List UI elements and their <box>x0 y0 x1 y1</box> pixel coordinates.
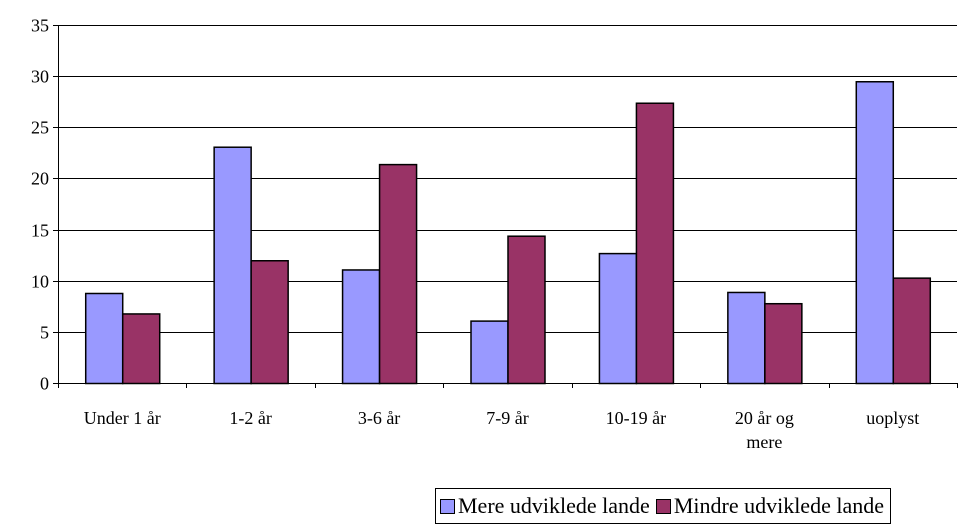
x-tick-label-1: 1-2 år <box>229 408 271 428</box>
x-tick-labels: Under 1 år 1-2 år 3-6 år 7-9 år 10-19 år 20 å… <box>84 408 920 452</box>
x-tick-label-0: Under 1 år <box>84 408 161 428</box>
legend-item-series-1: Mindre udviklede lande <box>655 493 884 519</box>
x-tick-label-3: 7-9 år <box>486 408 528 428</box>
x-tick-label-line: 3-6 år <box>358 408 400 428</box>
bar-series-0-6 <box>855 81 895 385</box>
bar-series-1-2 <box>378 163 418 385</box>
x-tick-label-2: 3-6 år <box>358 408 400 428</box>
gridlines <box>58 25 957 333</box>
y-tick-label: 15 <box>31 221 49 241</box>
bar-series-1-6 <box>892 277 932 385</box>
y-tick-label: 10 <box>31 272 49 292</box>
x-tick-label-line: 10-19 år <box>606 408 666 428</box>
x-tick-label-5: 20 år og mere <box>735 408 794 452</box>
y-tick-label: 5 <box>40 323 49 343</box>
bar-series-1-3 <box>507 235 546 385</box>
y-tick-label: 30 <box>31 67 49 87</box>
bar-series-0-2 <box>341 269 381 385</box>
bar-series-1-4 <box>635 102 675 385</box>
x-tick-label-line: 7-9 år <box>486 408 528 428</box>
x-tick-label-line: 1-2 år <box>229 408 271 428</box>
bar-series-1-5 <box>764 302 803 385</box>
y-tick-label: 35 <box>31 16 49 36</box>
legend-item-series-0: Mere udviklede lande <box>440 493 650 519</box>
bar-series-0-1 <box>213 146 252 385</box>
legend-swatch-series-1 <box>655 498 671 514</box>
x-tick-label-line: mere <box>746 432 782 452</box>
x-tick-label-line: uoplyst <box>866 408 919 428</box>
bar-series-0-0 <box>84 292 124 385</box>
bars <box>84 81 932 385</box>
legend-swatch-series-0 <box>440 498 455 514</box>
axes <box>53 25 958 388</box>
x-tick-label-line: 20 år og <box>735 408 794 428</box>
bar-series-0-4 <box>598 252 638 385</box>
legend-label-series-1: Mindre udviklede lande <box>673 493 884 518</box>
y-tick-label: 0 <box>40 374 49 394</box>
x-tick-label-6: uoplyst <box>866 408 919 428</box>
legend-label-series-0: Mere udviklede lande <box>458 493 650 518</box>
y-tick-label: 20 <box>31 169 49 189</box>
legend: Mere udviklede lande Mindre udviklede la… <box>435 488 891 524</box>
x-tick-label-4: 10-19 år <box>606 408 666 428</box>
x-tick-label-line: Under 1 år <box>84 408 161 428</box>
bar-series-1-0 <box>121 313 161 385</box>
y-tick-label: 25 <box>31 118 49 138</box>
bar-series-0-5 <box>727 291 766 385</box>
bar-series-1-1 <box>250 260 289 385</box>
bar-series-0-3 <box>470 320 509 385</box>
y-tick-labels: 0 5 10 15 20 25 30 35 <box>31 16 49 394</box>
